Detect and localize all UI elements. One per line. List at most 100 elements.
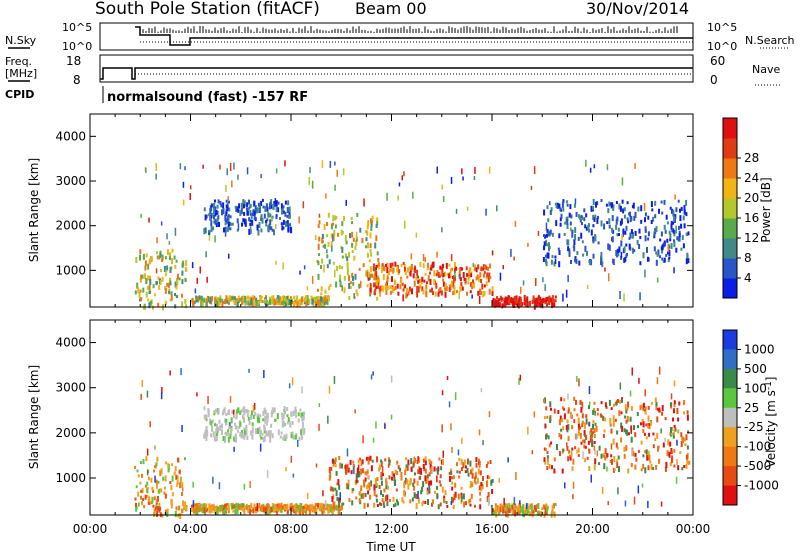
echo-cell <box>238 426 241 429</box>
echo-cell <box>362 479 365 486</box>
echo-cell <box>547 300 550 304</box>
echo-cell <box>300 436 303 440</box>
echo-cell <box>306 493 309 499</box>
echo-cell <box>439 274 442 278</box>
echo-cell <box>282 226 285 230</box>
echo-cell <box>159 470 162 477</box>
echo-cell <box>262 506 265 513</box>
echo-cell <box>546 298 549 302</box>
echo-cell <box>433 270 436 277</box>
echo-cell <box>669 441 672 447</box>
echo-cell <box>665 214 668 220</box>
echo-cell <box>300 297 303 301</box>
echo-cell <box>308 299 311 304</box>
echo-cell <box>283 434 286 440</box>
echo-cell <box>573 203 576 208</box>
echo-cell <box>159 506 162 511</box>
echo-cell <box>669 233 672 239</box>
echo-cell <box>223 227 225 233</box>
y-tick-label: 4000 <box>55 336 86 350</box>
echo-cell <box>607 208 610 214</box>
echo-cell <box>152 305 154 310</box>
echo-cell <box>225 295 228 301</box>
echo-cell <box>655 259 658 266</box>
echo-cell <box>581 413 584 419</box>
echo-cell <box>259 297 262 301</box>
echo-cell <box>265 414 268 419</box>
echo-cell <box>208 213 211 217</box>
echo-cell <box>566 442 568 447</box>
echo-cell <box>257 300 260 305</box>
echo-cell <box>410 458 413 465</box>
echo-cell <box>640 422 642 426</box>
echo-cell <box>140 393 142 400</box>
echo-cell <box>259 414 262 418</box>
x-tick-label: 20:00 <box>575 522 610 536</box>
echo-cell <box>309 167 311 174</box>
echo-cell <box>647 405 650 410</box>
echo-cell <box>477 290 480 296</box>
echo-cell <box>267 212 270 216</box>
echo-cell <box>544 448 547 451</box>
echo-cell <box>394 479 397 486</box>
echo-cell <box>136 469 139 473</box>
echo-cell <box>175 259 178 263</box>
echo-cell <box>380 459 383 463</box>
echo-cell <box>637 425 639 429</box>
echo-cell <box>353 293 355 298</box>
echo-cell <box>575 258 578 264</box>
echo-cell <box>650 220 653 224</box>
echo-cell <box>371 220 374 224</box>
echo-cell <box>654 438 657 441</box>
echo-cell <box>585 213 588 218</box>
echo-cell <box>458 275 461 280</box>
echo-cell <box>289 214 291 219</box>
echo-cell <box>205 301 208 307</box>
echo-cell <box>476 274 479 280</box>
echo-cell <box>525 503 528 510</box>
echo-cell <box>413 492 416 499</box>
echo-cell <box>442 272 445 277</box>
echo-cell <box>380 266 383 273</box>
echo-cell <box>575 211 578 217</box>
echo-cell <box>257 416 259 423</box>
echo-cell <box>677 465 680 471</box>
echo-cell <box>139 278 142 283</box>
echo-cell <box>256 207 259 214</box>
echo-cell <box>538 510 541 516</box>
echo-cell <box>250 414 252 420</box>
echo-cell <box>348 275 350 282</box>
echo-cell <box>626 217 629 221</box>
echo-cell <box>329 506 332 513</box>
echo-cell <box>475 471 478 476</box>
echo-cell <box>660 428 662 434</box>
echo-cell <box>454 491 457 498</box>
echo-cell <box>294 406 297 412</box>
echo-cell <box>236 218 239 224</box>
echo-cell <box>141 473 143 478</box>
echo-cell <box>603 463 606 470</box>
echo-cell <box>375 279 378 286</box>
echo-cell <box>317 504 319 508</box>
echo-cell <box>301 299 303 303</box>
echo-cell <box>225 199 228 203</box>
echo-cell <box>547 435 550 440</box>
echo-cell <box>675 207 678 213</box>
echo-cell <box>365 485 368 490</box>
echo-cell <box>540 511 543 517</box>
echo-cell <box>288 206 291 213</box>
echo-cell <box>147 275 150 281</box>
echo-cell <box>163 265 166 272</box>
echo-cell <box>467 472 470 477</box>
echo-cell <box>219 164 221 170</box>
echo-cell <box>497 506 500 512</box>
echo-cell <box>157 506 160 511</box>
echo-cell <box>642 429 645 434</box>
echo-cell <box>469 503 472 507</box>
echo-cell <box>674 214 677 220</box>
echo-cell <box>506 297 509 301</box>
echo-cell <box>328 259 331 265</box>
velocity-echo-cells <box>134 366 691 520</box>
echo-cell <box>441 390 444 396</box>
